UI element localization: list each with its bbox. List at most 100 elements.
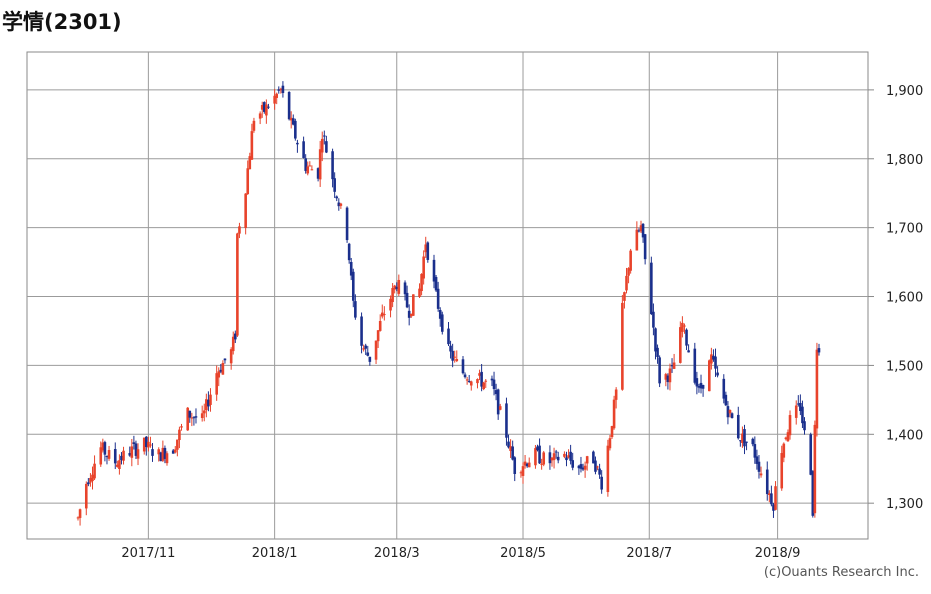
x-tick-label: 2018/5 (500, 546, 546, 561)
candle-body (681, 322, 684, 332)
candle-body (610, 426, 614, 438)
candle-body (606, 445, 610, 493)
candle-body (234, 333, 237, 340)
candle-body (134, 443, 138, 456)
y-tick-label: 1,300 (886, 497, 923, 512)
candle-body (811, 471, 815, 516)
candle-body (608, 438, 612, 449)
candle-body (273, 95, 276, 104)
candle-body (192, 417, 196, 419)
candle-body (306, 166, 310, 174)
candle-body (389, 298, 392, 311)
candle-body (768, 493, 771, 496)
candle-body (252, 120, 256, 131)
candle-body (103, 442, 107, 455)
candle-body (291, 118, 295, 125)
candle-body (362, 348, 365, 350)
candle-body (142, 437, 146, 452)
candle-body (236, 233, 239, 336)
x-tick-label: 2018/7 (626, 546, 672, 561)
candle-body (275, 93, 279, 98)
candle-body (813, 424, 817, 514)
candle-body (523, 461, 527, 466)
candle-body (627, 268, 630, 276)
y-tick-label: 1,600 (886, 291, 923, 306)
candle-body (331, 151, 334, 180)
candle-body (741, 433, 744, 444)
candle-body (736, 414, 740, 439)
candle-body (347, 243, 351, 261)
candle-body (188, 410, 192, 418)
credit-text: (c)Ouants Research Inc. (763, 565, 919, 580)
candle-body (782, 443, 786, 458)
candle-body (333, 178, 336, 192)
candle-body (552, 453, 556, 461)
candle-body (716, 372, 719, 376)
candle-body (774, 486, 777, 510)
candle-body (666, 375, 670, 383)
x-tick-label: 2018/9 (755, 546, 801, 561)
candle-body (664, 374, 668, 380)
candle-body (209, 394, 212, 405)
candle-body (219, 369, 223, 372)
candle-body (173, 449, 177, 453)
candle-body (151, 449, 154, 456)
candle-body (490, 378, 494, 381)
candle-body (496, 389, 500, 415)
candle-body (76, 517, 80, 519)
candle-body (482, 382, 485, 390)
candle-body (374, 340, 378, 360)
candle-body (637, 230, 641, 232)
candle-body (320, 138, 324, 153)
candle-body (799, 402, 802, 412)
candle-body (395, 286, 399, 290)
candle-body (323, 135, 326, 137)
candle-body (438, 309, 442, 319)
candle-body (745, 441, 748, 443)
candle-body (120, 455, 123, 461)
candle-body (687, 350, 690, 353)
candle-body (409, 313, 413, 317)
candle-body (753, 444, 757, 458)
candle-body (658, 357, 661, 384)
candle-body (614, 389, 618, 400)
candle-body (91, 474, 94, 482)
candle-body (498, 406, 502, 410)
candle-body (784, 437, 788, 440)
candle-body (801, 406, 804, 424)
candle-body (641, 223, 645, 238)
candle-body (643, 234, 647, 260)
candle-body (554, 451, 558, 453)
candle-body (728, 409, 732, 414)
candle-body (519, 472, 523, 474)
candle-body (171, 450, 175, 454)
candle-body (465, 379, 469, 381)
candle-body (277, 89, 281, 91)
candle-body (654, 328, 657, 352)
candle-body (600, 476, 603, 490)
candle-body (360, 316, 363, 346)
candle-body (294, 120, 297, 139)
candle-body (670, 365, 674, 367)
candle-body (380, 312, 384, 317)
candle-body (248, 156, 252, 170)
candle-body (507, 441, 510, 448)
candle-body (78, 509, 82, 518)
candle-body (246, 168, 250, 195)
candle-body (542, 452, 546, 465)
candle-body (695, 378, 699, 387)
y-tick-label: 1,700 (886, 222, 923, 237)
candle-body (550, 457, 554, 461)
candle-body (563, 453, 566, 457)
candle-body (420, 273, 423, 292)
candle-body (693, 348, 697, 383)
candle-body (194, 416, 198, 418)
candle-body (202, 410, 206, 414)
candle-body (302, 141, 305, 158)
candle-body (89, 477, 92, 483)
candle-body (494, 390, 498, 395)
candle-body (521, 466, 525, 476)
candle-body (316, 168, 320, 179)
candle-body (354, 301, 357, 318)
